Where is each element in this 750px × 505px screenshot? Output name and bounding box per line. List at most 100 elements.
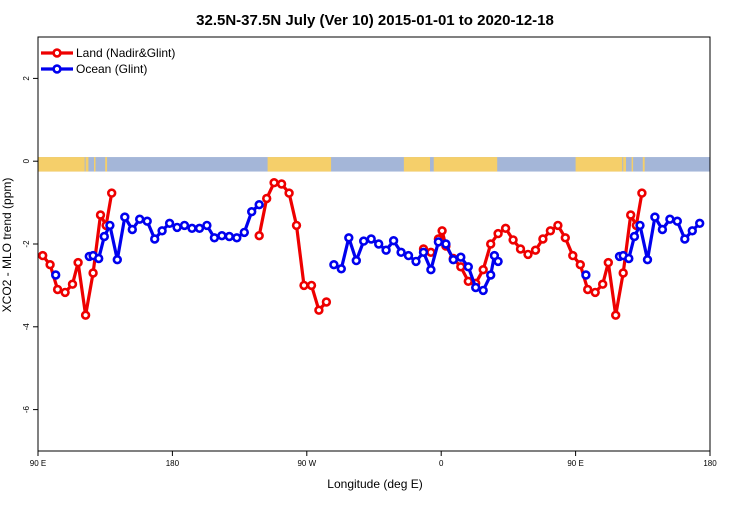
y-tick-label: -4	[22, 323, 31, 331]
legend-swatch-marker	[52, 64, 62, 74]
data-point	[106, 188, 117, 198]
land-strip-segment	[38, 157, 85, 172]
data-point	[209, 233, 220, 243]
data-point	[530, 245, 541, 255]
data-point	[629, 231, 640, 242]
x-tick-label: 180	[166, 459, 180, 468]
data-point	[493, 228, 503, 239]
data-point	[306, 280, 317, 291]
legend-entry: Ocean (Glint)	[41, 62, 147, 76]
data-point	[187, 223, 197, 234]
data-point	[224, 231, 235, 242]
land-strip-segment	[85, 157, 89, 172]
data-point	[93, 253, 104, 264]
data-point	[456, 252, 466, 262]
data-point	[456, 262, 466, 272]
legend: Land (Nadir&Glint) Ocean (Glint)	[41, 46, 175, 76]
data-point	[291, 220, 302, 231]
series-line	[257, 181, 328, 312]
data-point	[418, 247, 429, 258]
legend-swatch-marker	[52, 48, 62, 58]
legend-label: Land (Nadir&Glint)	[76, 46, 175, 60]
data-point	[672, 216, 682, 226]
data-point	[164, 218, 175, 229]
series-line	[88, 203, 261, 262]
land-strip-segment	[623, 157, 626, 172]
data-point	[441, 239, 451, 249]
data-point	[426, 247, 436, 258]
data-point	[120, 212, 130, 222]
data-point	[105, 220, 115, 231]
data-point	[80, 310, 91, 320]
land-strip-segment	[105, 157, 108, 172]
data-point	[112, 255, 123, 265]
series-ocean	[50, 200, 705, 296]
data-point	[637, 188, 647, 198]
data-point	[202, 220, 212, 231]
data-point	[581, 270, 591, 280]
data-point	[351, 255, 361, 266]
surface-type-strip	[38, 157, 710, 172]
data-point	[254, 200, 264, 210]
data-point	[388, 236, 399, 246]
data-point	[403, 250, 414, 261]
data-point	[486, 270, 496, 280]
data-point	[73, 257, 83, 268]
land-strip-segment	[267, 157, 332, 172]
data-point	[396, 247, 406, 258]
legend-entry: Land (Nadir&Glint)	[41, 46, 175, 60]
data-point	[276, 179, 287, 189]
data-point	[478, 265, 488, 275]
data-point	[500, 223, 511, 234]
data-point	[336, 264, 346, 274]
data-point	[142, 216, 152, 226]
data-point	[515, 244, 526, 254]
data-point	[687, 226, 697, 236]
data-point	[493, 256, 503, 267]
data-point	[344, 233, 354, 243]
x-tick-label: 90 W	[297, 459, 316, 468]
data-point	[359, 236, 369, 246]
x-axis-label: Longitude (deg E)	[327, 477, 422, 491]
data-point	[433, 237, 444, 247]
land-strip-segment	[433, 157, 498, 172]
data-point	[194, 223, 205, 234]
series-line	[436, 192, 644, 317]
legend-label: Ocean (Glint)	[76, 62, 147, 76]
land-strip-segment	[575, 157, 623, 172]
data-point	[150, 234, 160, 244]
axes: 90 E 180 90 W 0 90 E 180 2 0 -2 -4 -6	[22, 76, 717, 468]
data-point	[590, 287, 600, 298]
land-strip-segment	[94, 157, 96, 172]
y-tick-label: 0	[22, 158, 31, 163]
data-point	[508, 235, 518, 245]
data-point	[366, 234, 376, 244]
data-point	[95, 210, 106, 220]
data-point	[99, 231, 110, 242]
data-point	[60, 287, 70, 298]
data-point	[217, 231, 227, 241]
data-point	[603, 257, 613, 268]
data-point	[247, 207, 257, 217]
data-point	[523, 249, 533, 260]
data-point	[437, 226, 447, 236]
data-point	[381, 245, 391, 255]
data-point	[239, 227, 250, 238]
land-strip-segment	[403, 157, 430, 172]
data-point	[560, 233, 570, 243]
data-point	[448, 255, 458, 265]
data-point	[299, 280, 309, 291]
data-point	[568, 250, 578, 261]
data-point	[624, 253, 634, 264]
data-point	[50, 270, 61, 280]
x-tick-label: 90 E	[30, 459, 46, 468]
data-point	[37, 250, 48, 261]
data-point	[665, 214, 675, 224]
data-point	[478, 285, 488, 296]
data-point	[575, 260, 585, 270]
data-point	[135, 214, 145, 224]
data-point	[635, 220, 645, 231]
data-point	[52, 284, 63, 295]
